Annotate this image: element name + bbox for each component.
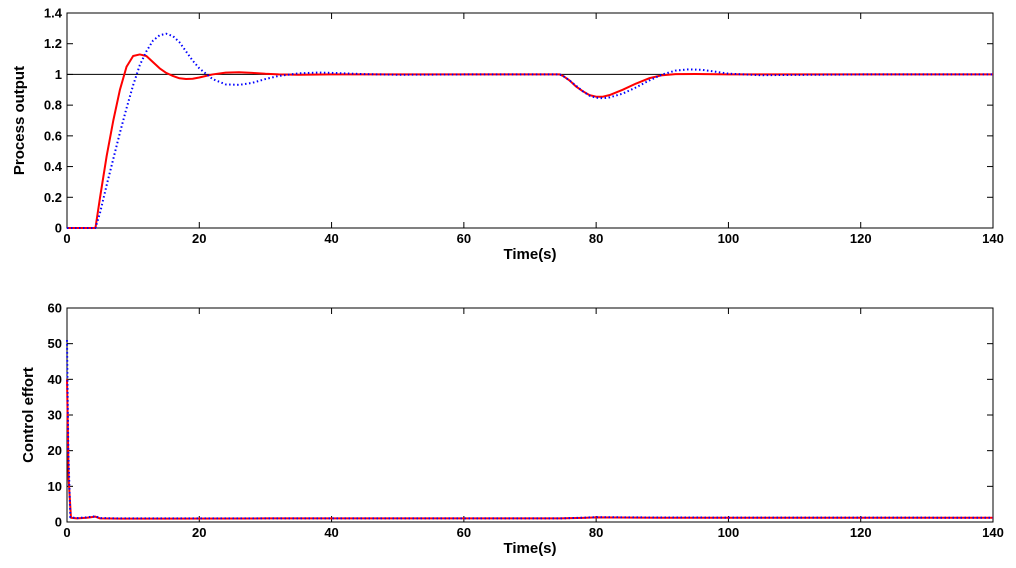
process-output-x-tick-label: 100: [718, 231, 740, 246]
control-effort-axes-box: [66, 307, 994, 523]
process-output-y-tick-label: 0.2: [44, 190, 62, 205]
control-effort-y-tick-label: 0: [55, 515, 62, 530]
process-output-y-tick-label: 1.4: [44, 6, 63, 21]
process-output-series-2-line: [67, 32, 993, 229]
process-output-y-tick-label: 0.6: [44, 128, 62, 143]
control-effort-plot: 0 20 40 60 80 100 120 140 0 10 20 30 40 50 60 Time(s) Co…: [20, 301, 1004, 558]
process-output-y-tick-label: 0: [55, 221, 62, 236]
control-effort-y-tick-label: 10: [48, 479, 62, 494]
process-output-x-tick-label: 40: [324, 231, 338, 246]
control-effort-x-tick-label: 100: [718, 525, 740, 540]
process-output-y-tick-label: 1.2: [44, 36, 62, 51]
control-effort-x-tick-label: 120: [850, 525, 872, 540]
process-output-x-tick-label: 0: [63, 231, 70, 246]
process-output-y-tick-label: 0.4: [44, 159, 63, 174]
process-output-x-tick-label: 120: [850, 231, 872, 246]
control-effort-x-axis-label: Time(s): [503, 540, 556, 557]
control-effort-x-tick-label: 0: [63, 525, 70, 540]
control-effort-series-1-line: [66, 379, 993, 520]
control-effort-y-tick-label: 20: [48, 443, 62, 458]
process-output-y-tick-label: 0.8: [44, 98, 62, 113]
control-effort-x-tick-label: 60: [457, 525, 471, 540]
control-effort-x-tick-label: 40: [324, 525, 338, 540]
control-effort-y-tick-label: 60: [48, 301, 62, 316]
control-effort-x-tick-label: 140: [982, 525, 1004, 540]
process-output-x-tick-label: 80: [589, 231, 603, 246]
control-effort-y-axis-label: Control effort: [20, 367, 37, 463]
control-effort-x-tick-label: 80: [589, 525, 603, 540]
process-output-x-tick-label: 60: [457, 231, 471, 246]
process-output-x-tick-label: 140: [982, 231, 1004, 246]
control-effort-x-tick-label: 20: [192, 525, 206, 540]
process-output-axes-box: [66, 12, 994, 229]
process-output-series-1-line: [67, 53, 993, 229]
process-output-y-tick-label: 1: [55, 67, 62, 82]
process-output-x-tick-label: 20: [192, 231, 206, 246]
control-effort-y-tick-label: 30: [48, 408, 62, 423]
control-effort-y-tick-label: 50: [48, 336, 62, 351]
process-output-x-axis-label: Time(s): [503, 246, 556, 263]
control-effort-y-tick-label: 40: [48, 372, 62, 387]
process-output-y-axis-label: Process output: [11, 66, 28, 175]
process-output-plot: 0 20 40 60 80 100 120 140 0 0.2 0.4 0.6 0.8 1 1.2 1.4 Ti…: [11, 6, 1004, 264]
